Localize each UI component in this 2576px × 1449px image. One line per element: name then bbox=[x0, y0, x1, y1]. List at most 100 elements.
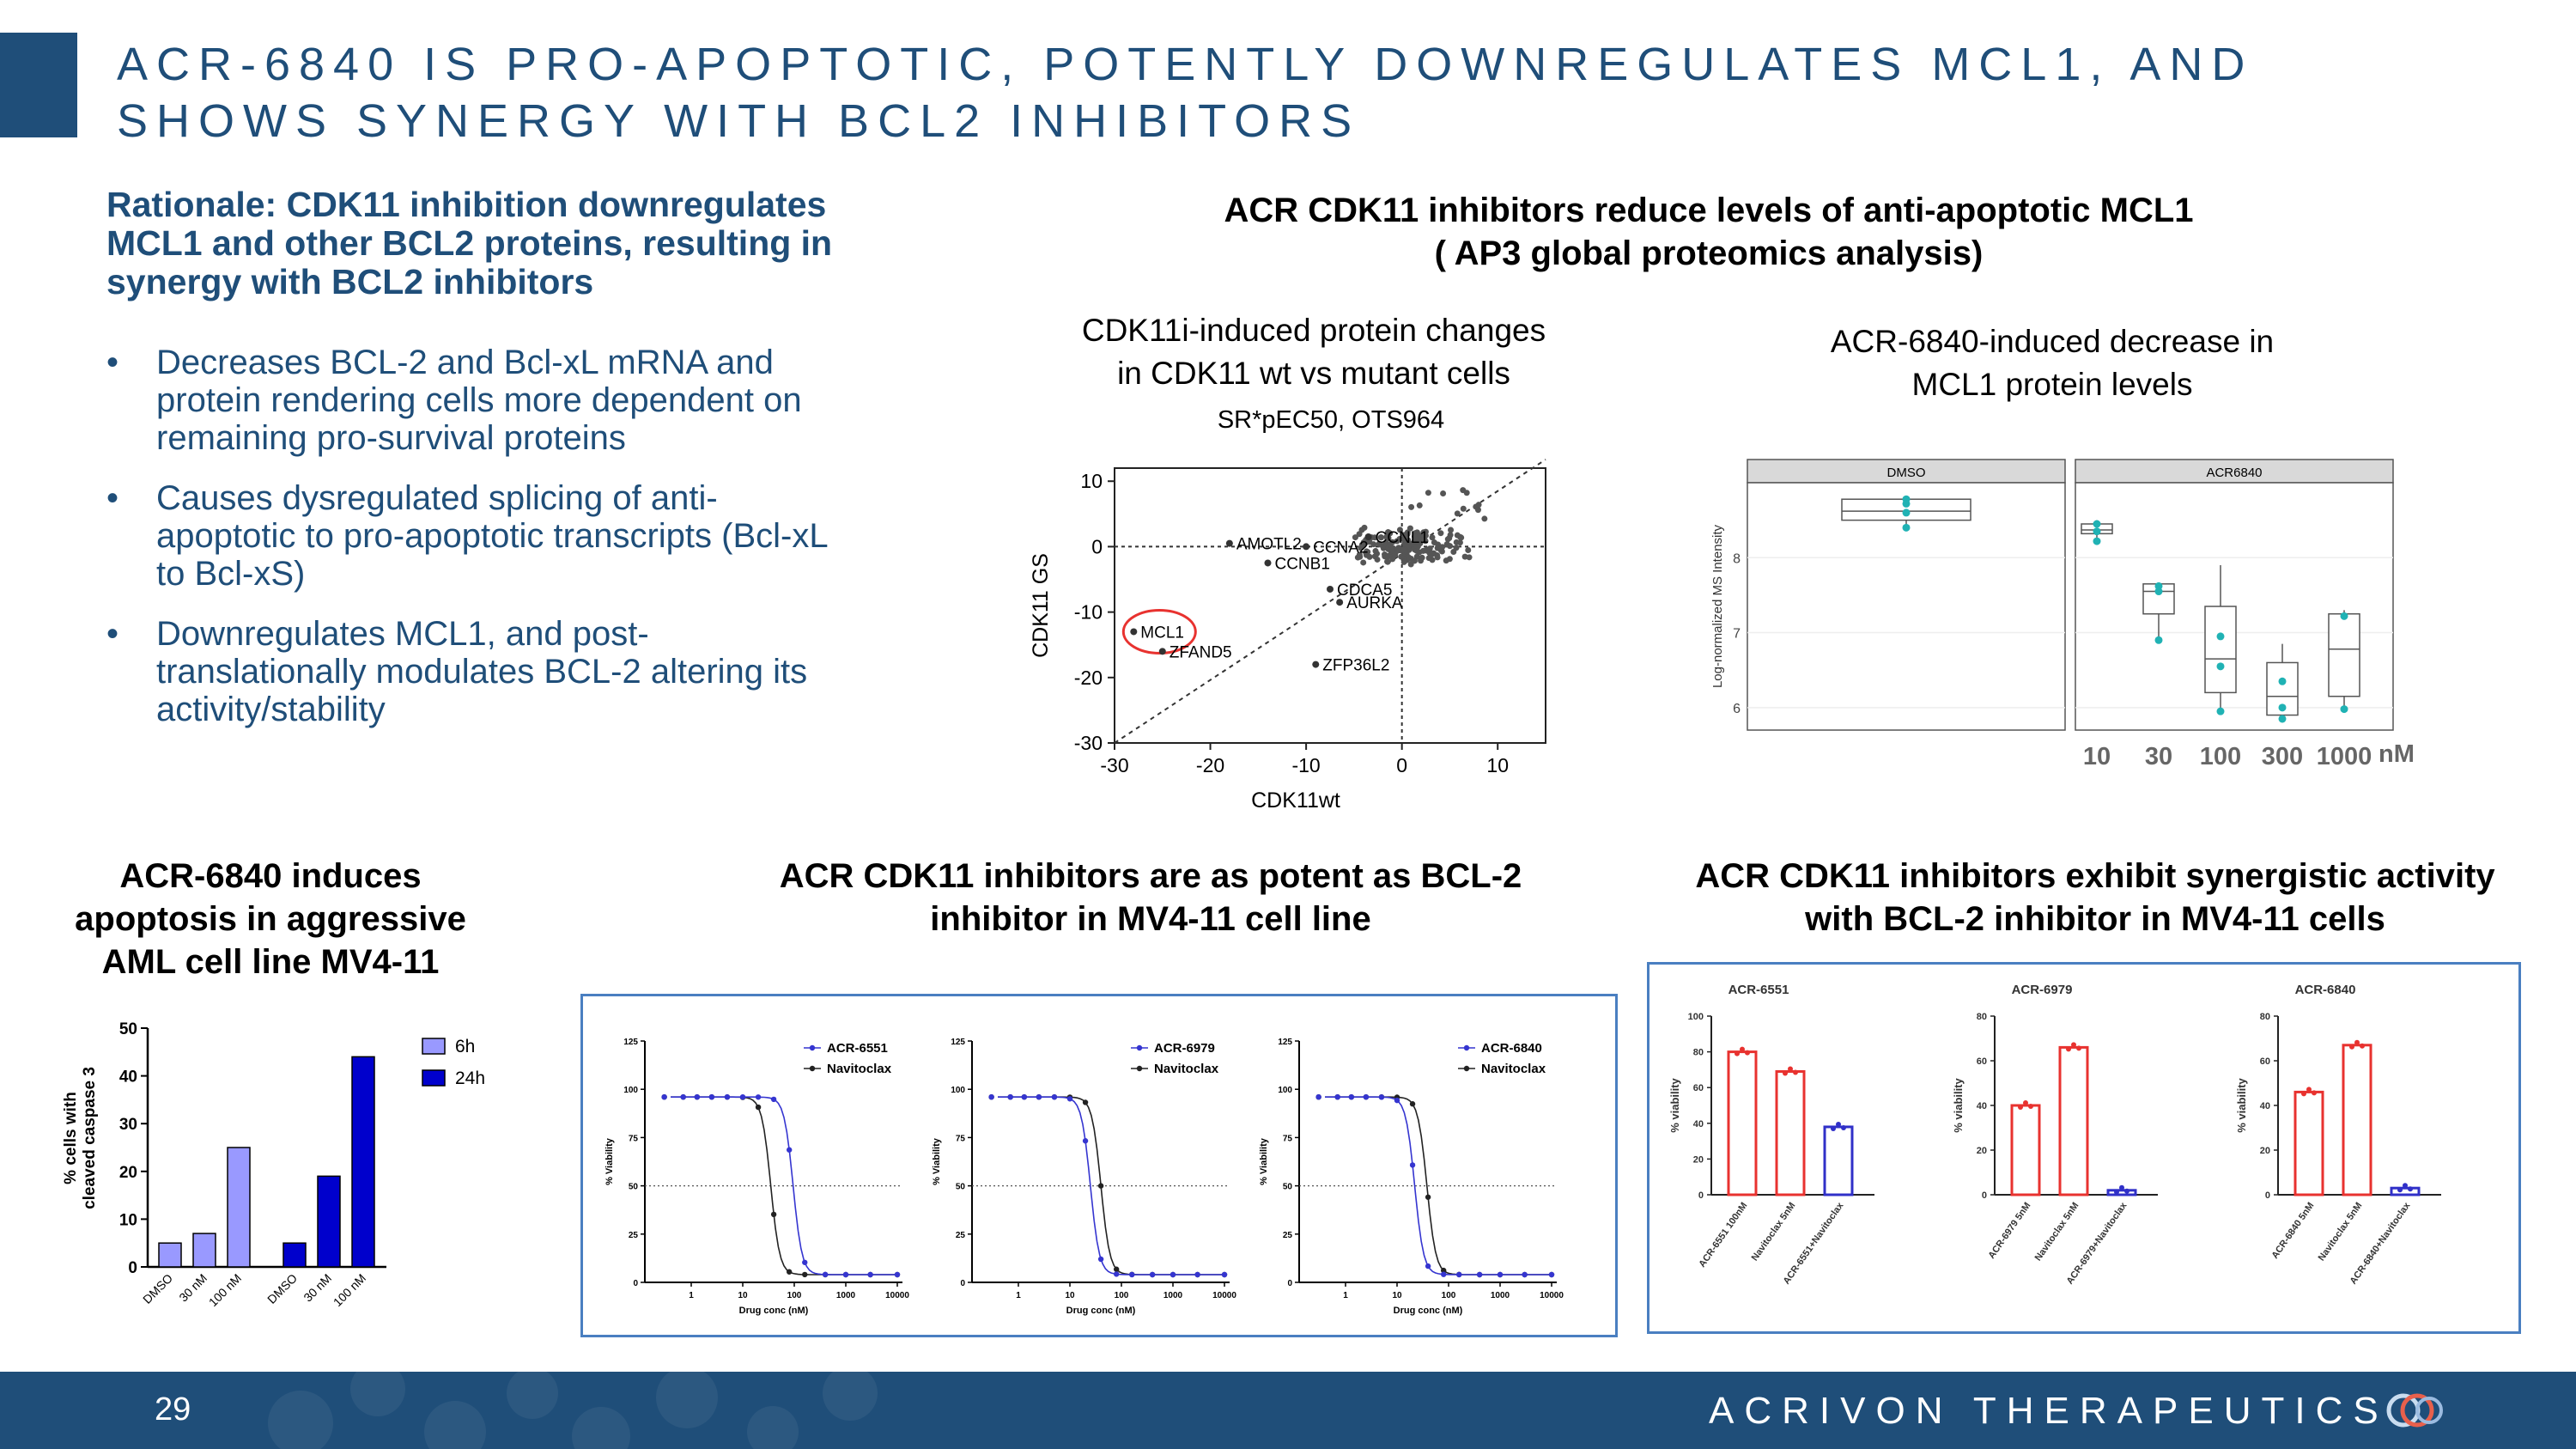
synergy-x-tick-label: ACR-6979 5nM bbox=[1986, 1201, 2032, 1261]
dose-data-point bbox=[770, 1096, 777, 1103]
caspase-y-tick-label: 50 bbox=[119, 1020, 137, 1038]
dose-data-point bbox=[1066, 1096, 1073, 1102]
dose-data-point bbox=[867, 1271, 873, 1278]
scatter-point bbox=[1158, 648, 1166, 655]
rationale-text: Rationale: CDK11 inhibition downregulate… bbox=[106, 185, 833, 301]
dose-data-point bbox=[680, 1093, 686, 1100]
synergy-x-tick-label: Navitoclax 5nM bbox=[2033, 1201, 2081, 1263]
scatter-point-label: CCNB1 bbox=[1274, 555, 1329, 573]
dose-data-point bbox=[1082, 1099, 1089, 1105]
dose-data-point bbox=[802, 1271, 808, 1278]
dose-x-tick-label: 10000 bbox=[1212, 1291, 1236, 1300]
synergy-bar-point bbox=[2360, 1043, 2365, 1049]
synergy-y-axis-label: % viability bbox=[1668, 1077, 1681, 1132]
box-data-point bbox=[1902, 495, 1911, 503]
dose-data-point bbox=[1194, 1271, 1200, 1278]
caspase-y-axis-label-2: cleaved caspase 3 bbox=[81, 1067, 99, 1209]
scatter-background-point bbox=[1360, 559, 1367, 566]
dose-y-tick-label: 125 bbox=[951, 1038, 965, 1047]
scatter-background-point bbox=[1431, 539, 1437, 546]
dose-data-point bbox=[1334, 1093, 1340, 1100]
synergy-bar-point bbox=[2349, 1044, 2354, 1050]
synergy-bar bbox=[2342, 1044, 2372, 1196]
apoptosis-title: ACR-6840 induces apoptosis in aggressive… bbox=[52, 855, 489, 983]
box-y-tick-label: 7 bbox=[1733, 627, 1741, 642]
dose-data-point bbox=[1476, 1271, 1483, 1278]
dose-x-tick-label: 10 bbox=[738, 1291, 748, 1300]
scatter-background-point bbox=[1387, 530, 1394, 537]
footer-bar bbox=[0, 1372, 2576, 1449]
proteomics-title-line-2: ( AP3 global proteomics analysis) bbox=[1434, 234, 1984, 272]
scatter-background-point bbox=[1437, 530, 1444, 537]
scatter-background-point bbox=[1443, 557, 1449, 564]
dose-y-tick-label: 25 bbox=[956, 1231, 966, 1240]
potency-title-line-1: ACR CDK11 inhibitors are as potent as BC… bbox=[779, 857, 1522, 895]
box-y-axis-label: Log-normalized MS Intensity bbox=[1710, 524, 1725, 688]
proteomics-title-line-1: ACR CDK11 inhibitors reduce levels of an… bbox=[1224, 192, 2194, 229]
synergy-bar-point bbox=[2301, 1091, 2306, 1097]
dose-data-point bbox=[1113, 1271, 1120, 1277]
scatter-x-tick-label: 10 bbox=[1486, 754, 1509, 776]
caspase-x-tick-label: 30 nM bbox=[301, 1271, 334, 1305]
caspase-y-tick-label: 30 bbox=[119, 1116, 137, 1134]
caspase-y-tick-label: 10 bbox=[119, 1211, 137, 1229]
scatter-background-point bbox=[1366, 539, 1373, 545]
proteomics-title: ACR CDK11 inhibitors reduce levels of an… bbox=[1116, 189, 2301, 275]
scatter-background-point bbox=[1481, 515, 1488, 522]
dose-data-point bbox=[894, 1271, 901, 1278]
box-data-point bbox=[2216, 707, 2225, 715]
box-y-tick-label: 6 bbox=[1733, 702, 1741, 716]
scatter-point bbox=[1225, 539, 1233, 547]
box-panel-strip bbox=[1747, 459, 2066, 484]
synergy-y-tick-label: 60 bbox=[1693, 1083, 1704, 1093]
synergy-bar bbox=[2390, 1186, 2421, 1196]
scatter-background-point bbox=[1405, 554, 1412, 561]
caspase-legend-label: 24h bbox=[455, 1068, 485, 1088]
dose-data-point bbox=[1036, 1093, 1042, 1100]
synergy-bar-point bbox=[2018, 1105, 2023, 1110]
dose-data-point bbox=[1149, 1271, 1156, 1278]
scatter-y-axis-label: CDK11 GS bbox=[1029, 553, 1053, 658]
scatter-background-point bbox=[1473, 503, 1479, 510]
brand-name: ACRIVON THERAPEUTICS bbox=[1709, 1390, 2389, 1432]
logo-icon bbox=[2386, 1393, 2443, 1428]
scatter-point bbox=[1327, 585, 1334, 593]
scatter-background-point bbox=[1463, 490, 1470, 496]
dose-data-point bbox=[988, 1093, 994, 1100]
dose-data-point bbox=[802, 1259, 808, 1265]
synergy-x-tick-label: Navitoclax 5nM bbox=[1750, 1201, 1798, 1263]
caspase-x-tick-label: 30 nM bbox=[176, 1271, 210, 1305]
scatter-background-point bbox=[1356, 531, 1363, 538]
scatter-highlight-ring bbox=[1121, 608, 1197, 654]
synergy-y-tick-label: 0 bbox=[1698, 1190, 1704, 1201]
box-data-point bbox=[2216, 632, 2225, 641]
scatter-background-point bbox=[1406, 525, 1413, 532]
bullet-item: Downregulates MCL1, and post-translation… bbox=[106, 615, 845, 728]
scatter-y-tick-label: -30 bbox=[1074, 732, 1103, 754]
scatter-y-tick-label: -20 bbox=[1074, 667, 1103, 689]
dose-data-point bbox=[1497, 1271, 1504, 1278]
dose-data-point bbox=[739, 1093, 746, 1100]
dose-data-point bbox=[708, 1093, 715, 1100]
synergy-y-tick-label: 60 bbox=[2260, 1056, 2270, 1067]
synergy-bar-point bbox=[2124, 1188, 2129, 1194]
scatter-background-point bbox=[1414, 543, 1421, 550]
dose-data-point bbox=[1348, 1093, 1355, 1100]
synergy-bar-point bbox=[1783, 1070, 1788, 1076]
page-number: 29 bbox=[155, 1391, 191, 1428]
caspase-bar bbox=[283, 1242, 307, 1268]
scatter-background-point bbox=[1416, 502, 1423, 508]
synergy-y-tick-label: 60 bbox=[1977, 1056, 1987, 1067]
box-x-unit-label: nM bbox=[2379, 740, 2415, 768]
dose-y-tick-label: 25 bbox=[629, 1231, 639, 1240]
scatter-background-point bbox=[1453, 545, 1460, 551]
synergy-y-tick-label: 40 bbox=[1693, 1119, 1704, 1129]
dose-y-tick-label: 75 bbox=[956, 1134, 966, 1143]
caspase-x-tick-label: 100 nM bbox=[331, 1271, 368, 1309]
scatter-title: SR*pEC50, OTS964 bbox=[1218, 406, 1444, 434]
bullet-item: Causes dysregulated splicing of anti-apo… bbox=[106, 479, 845, 593]
synergy-bar-point bbox=[2114, 1189, 2119, 1195]
box-data-point bbox=[2278, 677, 2287, 685]
scatter-point bbox=[1336, 599, 1344, 606]
